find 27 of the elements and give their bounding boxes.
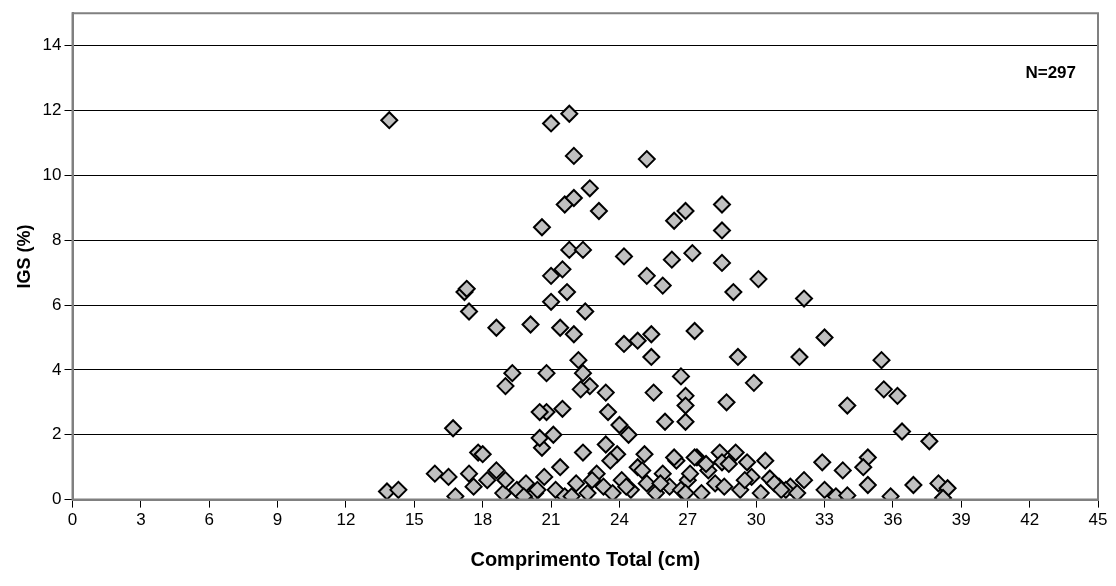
y-axis-title: IGS (%) bbox=[13, 224, 34, 289]
x-tick-label: 15 bbox=[404, 510, 424, 530]
x-tick-label: 27 bbox=[678, 510, 698, 530]
x-tick-label: 30 bbox=[746, 510, 766, 530]
x-tick-label: 36 bbox=[883, 510, 903, 530]
y-tick-label: 10 bbox=[42, 165, 62, 185]
annotation: N=297 bbox=[1025, 63, 1076, 83]
x-tick-label: 9 bbox=[272, 510, 283, 530]
x-axis-title: Comprimento Total (cm) bbox=[470, 547, 701, 570]
y-tick-label: 4 bbox=[52, 359, 62, 379]
y-tick-label: 14 bbox=[42, 35, 62, 55]
x-tick-label: 18 bbox=[473, 510, 493, 530]
x-tick-label: 24 bbox=[609, 510, 629, 530]
x-tick-label: 3 bbox=[136, 510, 146, 530]
x-tick-label: 45 bbox=[1088, 510, 1108, 530]
y-tick-label: 6 bbox=[52, 294, 62, 314]
y-tick-label: 0 bbox=[52, 489, 62, 509]
x-tick-label: 21 bbox=[541, 510, 561, 530]
y-tick-label: 12 bbox=[42, 100, 62, 120]
x-tick-label: 33 bbox=[815, 510, 834, 530]
y-tick-label: 8 bbox=[52, 229, 62, 249]
x-tick-label: 39 bbox=[951, 510, 971, 530]
x-tick-label: 12 bbox=[336, 510, 356, 530]
x-tick-label: 0 bbox=[67, 510, 78, 530]
x-tick-label: 6 bbox=[204, 510, 214, 530]
x-tick-label: 42 bbox=[1020, 510, 1040, 530]
y-tick-label: 2 bbox=[52, 424, 62, 444]
